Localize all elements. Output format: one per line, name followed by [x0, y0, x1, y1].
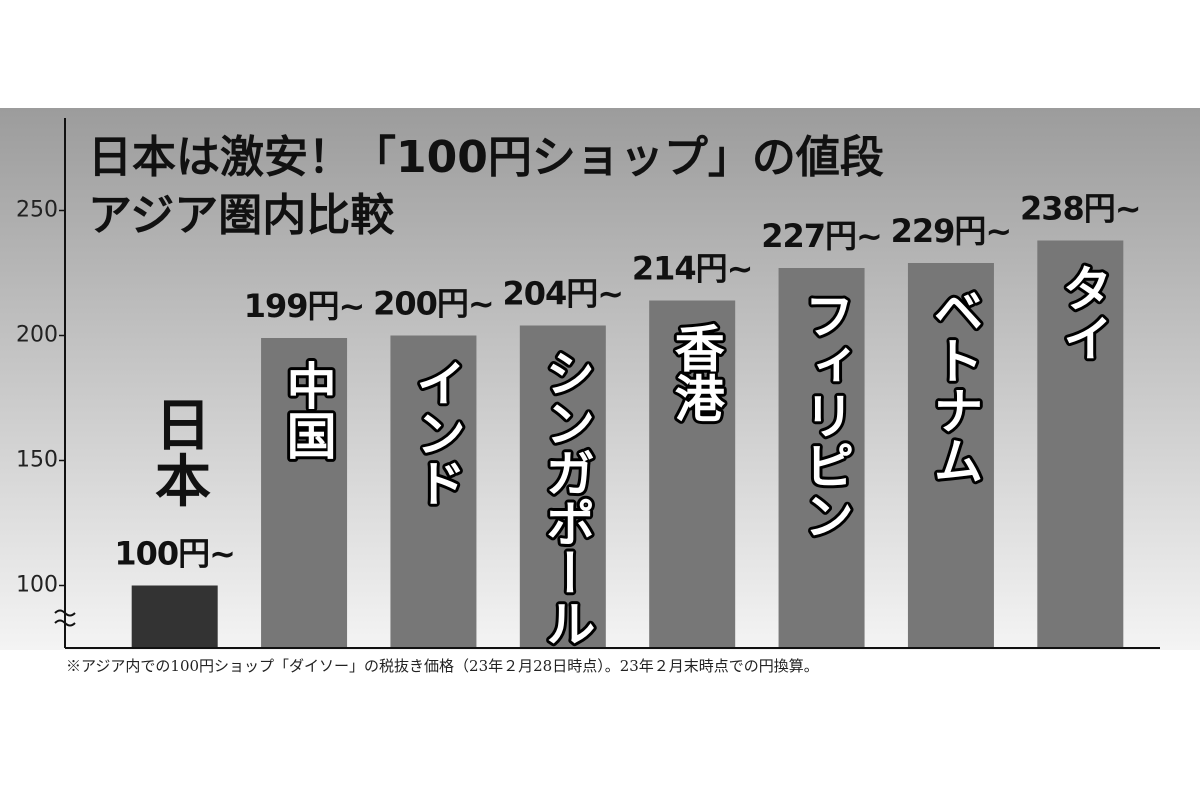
category-label: インド — [408, 358, 466, 508]
value-label: 229円~ — [891, 212, 1012, 250]
bar — [390, 335, 477, 648]
value-label: 199円~ — [244, 287, 365, 325]
category-label: 日本 — [146, 396, 211, 508]
bar — [907, 263, 994, 648]
y-tick-label: 250 — [16, 198, 58, 223]
value-label: 214円~ — [632, 250, 753, 288]
value-label: 227円~ — [761, 217, 882, 255]
bar — [519, 325, 606, 648]
bar — [1037, 240, 1124, 648]
category-label: フィリピン — [796, 290, 854, 540]
chart-title: アジア圏内比較 — [88, 190, 395, 241]
category-label: 香港 — [667, 323, 725, 423]
bar — [131, 585, 218, 648]
y-tick-label: 200 — [16, 323, 58, 348]
bar — [261, 338, 348, 648]
y-tick-label: 100 — [16, 573, 58, 598]
bar — [649, 300, 736, 648]
footnote: ※アジア内での100円ショップ「ダイソー」の税抜き価格（23年２月28日時点）。… — [66, 657, 819, 675]
value-label: 200円~ — [373, 285, 494, 323]
value-label: 204円~ — [503, 275, 624, 313]
value-label: 238円~ — [1020, 190, 1141, 228]
category-label: 中国 — [279, 360, 337, 460]
y-tick-label: 150 — [16, 448, 58, 473]
category-label: シンガポール — [537, 348, 595, 648]
bar — [778, 268, 865, 648]
chart-title: 日本は激安！「100円ショップ」の値段 — [88, 132, 884, 183]
value-label: 100円~ — [114, 535, 235, 573]
axis-break — [54, 609, 76, 627]
category-label: ベトナム — [925, 285, 983, 485]
category-label: タイ — [1055, 263, 1113, 363]
